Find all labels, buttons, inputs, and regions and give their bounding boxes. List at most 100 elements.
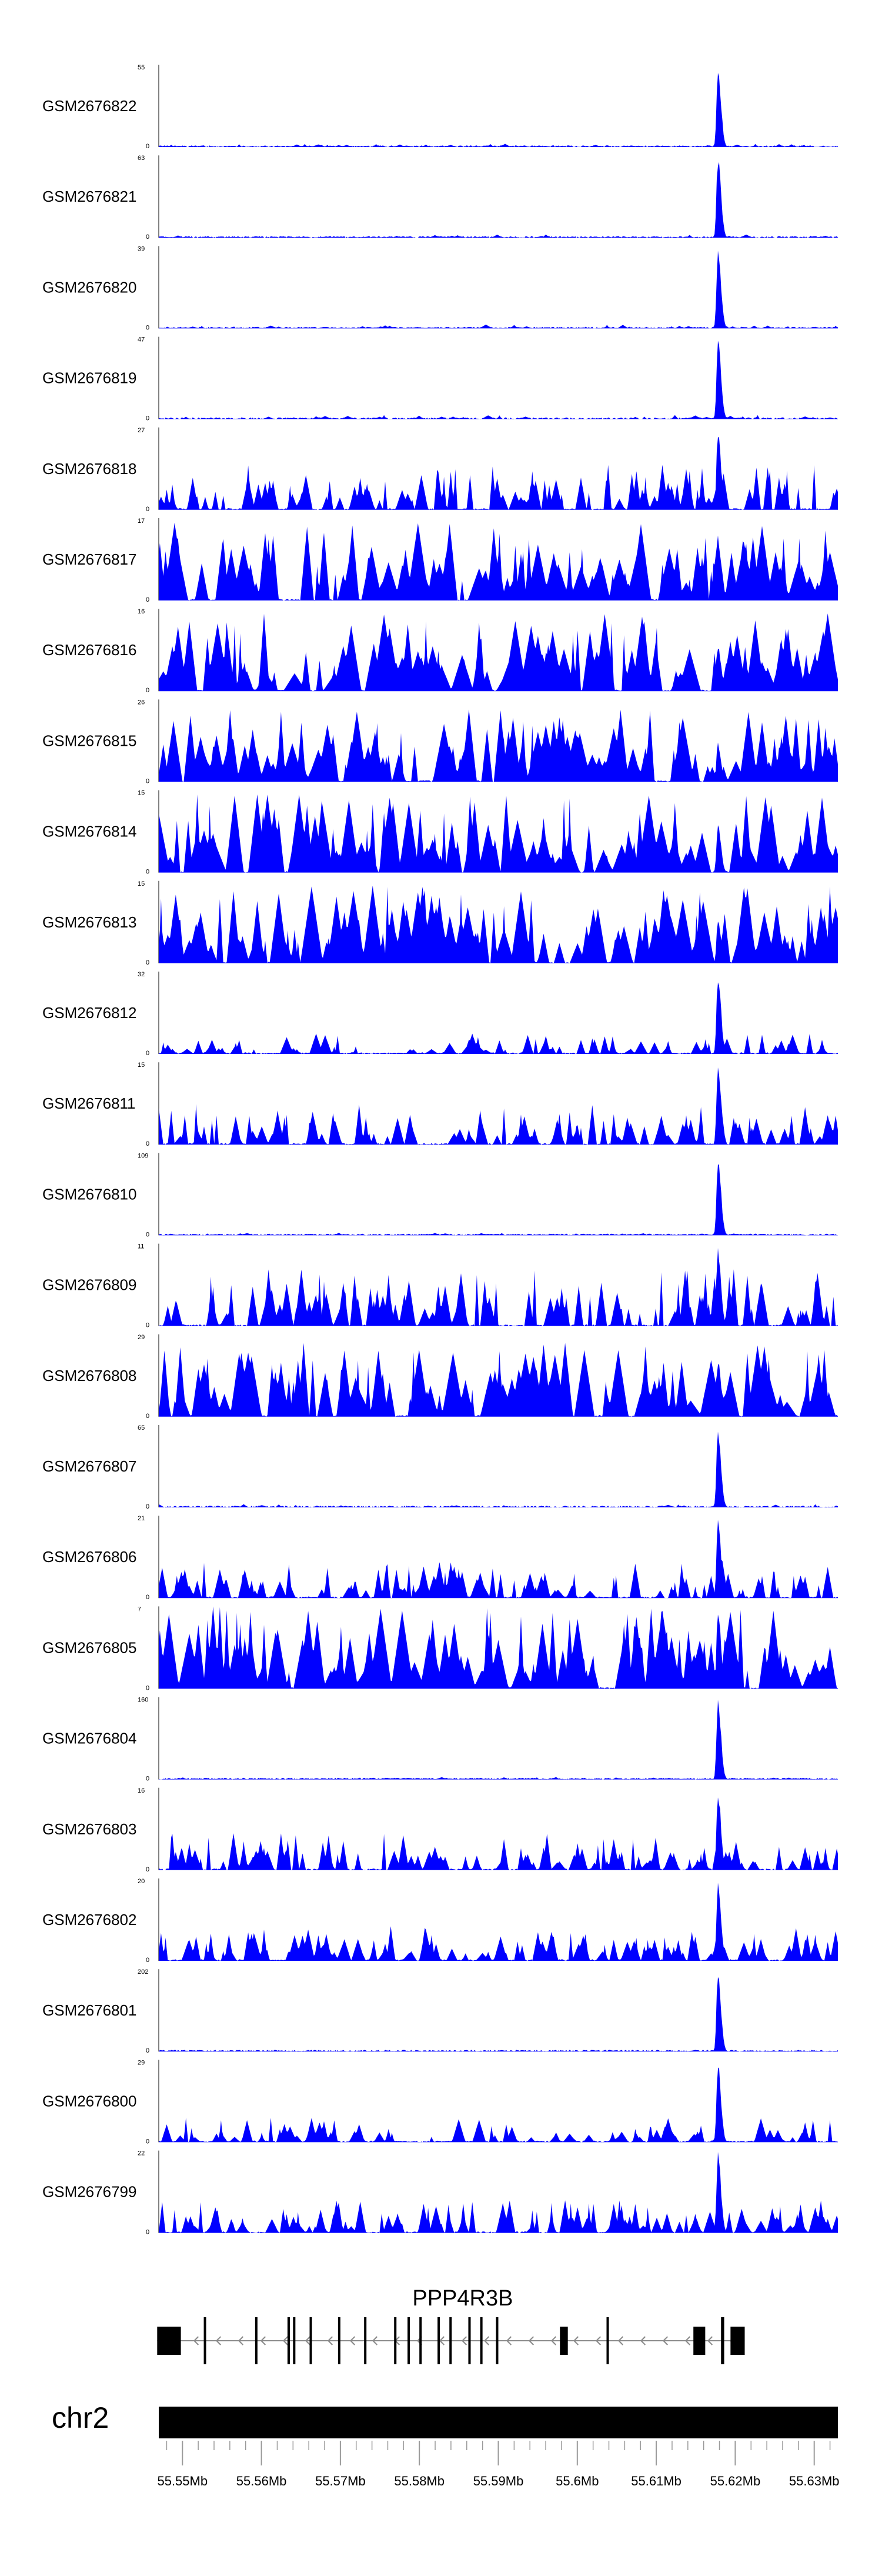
track-name-label: GSM2676807 (42, 1457, 136, 1475)
track-ymin-label: 0 (146, 778, 149, 785)
gene-name-label: PPP4R3B (412, 2286, 513, 2311)
gene-exon (394, 2317, 397, 2364)
gene-exon (721, 2317, 724, 2364)
track-GSM2676802: GSM2676802 20 0 (42, 1878, 838, 1964)
coverage-area (159, 437, 838, 510)
track-name-label: GSM2676803 (42, 1820, 136, 1838)
strand-arrow (483, 2336, 490, 2345)
track-ymin-label: 0 (146, 1957, 149, 1964)
track-GSM2676806: GSM2676806 21 0 (42, 1515, 838, 1601)
strand-arrow (573, 2336, 579, 2345)
coverage-area (159, 341, 838, 419)
strand-arrow (305, 2336, 311, 2345)
track-ymin-label: 0 (146, 687, 149, 694)
track-ymin-label: 0 (146, 1503, 149, 1510)
coverage-area (159, 794, 838, 873)
track-GSM2676811: GSM2676811 15 0 (42, 1062, 838, 1147)
track-ymax-label: 22 (138, 2150, 145, 2157)
track-name-label: GSM2676805 (42, 1639, 136, 1656)
track-name-label: GSM2676820 (42, 278, 136, 296)
track-ymax-label: 21 (138, 1515, 145, 1522)
track-ymin-label: 0 (146, 1684, 149, 1691)
gene-exon (364, 2317, 367, 2364)
chromosome-label: chr2 (52, 2401, 109, 2434)
coverage-area (159, 2152, 838, 2233)
axis-tick-label: 55.57Mb (315, 2474, 366, 2488)
strand-arrow (528, 2336, 534, 2345)
track-name-label: GSM2676817 (42, 550, 136, 568)
track-ymax-label: 202 (138, 1968, 148, 1976)
track-name-label: GSM2676818 (42, 460, 136, 478)
axis-tick-label: 55.62Mb (710, 2474, 761, 2488)
strand-arrow (684, 2336, 691, 2345)
track-name-label: GSM2676799 (42, 2183, 136, 2201)
track-ymax-label: 109 (138, 1152, 148, 1159)
track-name-label: GSM2676801 (42, 2001, 136, 2019)
strand-arrow (506, 2336, 512, 2345)
track-GSM2676820: GSM2676820 39 0 (42, 245, 838, 331)
track-name-label: GSM2676811 (42, 1095, 136, 1112)
strand-arrow (327, 2336, 333, 2345)
track-GSM2676818: GSM2676818 27 0 (42, 427, 838, 513)
track-ymin-label: 0 (146, 596, 149, 603)
track-GSM2676801: GSM2676801 202 0 (42, 1968, 838, 2054)
track-name-label: GSM2676822 (42, 97, 136, 115)
coverage-area (159, 1343, 838, 1417)
track-ymax-label: 27 (138, 427, 145, 434)
coverage-area (159, 1164, 838, 1236)
gene-exon (437, 2317, 440, 2364)
coverage-area (159, 1432, 838, 1507)
track-GSM2676805: GSM2676805 7 0 (42, 1606, 838, 1691)
track-ymin-label: 0 (146, 415, 149, 422)
coverage-area (159, 709, 838, 782)
track-GSM2676799: GSM2676799 22 0 (42, 2150, 838, 2236)
track-name-label: GSM2676821 (42, 188, 136, 205)
axis-tick-label: 55.61Mb (631, 2474, 681, 2488)
strand-arrow (617, 2336, 624, 2345)
track-ymax-label: 16 (138, 608, 145, 615)
track-ymax-label: 15 (138, 880, 145, 887)
strand-arrow (595, 2336, 602, 2345)
strand-arrow (349, 2336, 356, 2345)
track-ymax-label: 15 (138, 1062, 145, 1069)
strand-arrow (215, 2336, 222, 2345)
coverage-area (159, 1606, 838, 1689)
track-name-label: GSM2676814 (42, 823, 136, 840)
track-ymin-label: 0 (146, 959, 149, 966)
track-ymax-label: 16 (138, 1787, 145, 1794)
axis-tick-label: 55.63Mb (789, 2474, 840, 2488)
track-ymin-label: 0 (146, 869, 149, 876)
track-GSM2676819: GSM2676819 47 0 (42, 336, 838, 422)
coverage-area (159, 73, 838, 147)
strand-arrow (282, 2336, 289, 2345)
strand-arrow (260, 2336, 266, 2345)
track-name-label: GSM2676809 (42, 1276, 136, 1294)
track-GSM2676808: GSM2676808 29 0 (42, 1334, 838, 1420)
track-ymin-label: 0 (146, 1413, 149, 1420)
coverage-area (159, 1883, 838, 1961)
gene-exon (480, 2317, 483, 2364)
coverage-area (159, 1700, 838, 1780)
track-ymax-label: 63 (138, 155, 145, 162)
coverage-area (159, 2067, 838, 2143)
gene-exon (309, 2317, 312, 2364)
track-ymin-label: 0 (146, 1322, 149, 1329)
coverage-area (159, 1248, 838, 1326)
track-ymax-label: 32 (138, 971, 145, 978)
coverage-area (159, 1067, 838, 1145)
track-GSM2676800: GSM2676800 29 0 (42, 2059, 838, 2145)
track-ymin-label: 0 (146, 1140, 149, 1147)
track-GSM2676816: GSM2676816 16 0 (42, 608, 838, 694)
gene-exon (419, 2317, 422, 2364)
gene-exon (287, 2317, 290, 2364)
gene-exon (449, 2317, 452, 2364)
track-name-label: GSM2676819 (42, 369, 136, 387)
axis-tick-label: 55.59Mb (473, 2474, 524, 2488)
track-GSM2676810: GSM2676810 109 0 (42, 1152, 838, 1238)
track-ymax-label: 29 (138, 1334, 145, 1341)
track-name-label: GSM2676804 (42, 1730, 136, 1747)
axis-tick-label: 55.6Mb (556, 2474, 599, 2488)
track-GSM2676814: GSM2676814 15 0 (42, 790, 838, 876)
gene-exon (496, 2317, 499, 2364)
track-name-label: GSM2676808 (42, 1367, 136, 1384)
